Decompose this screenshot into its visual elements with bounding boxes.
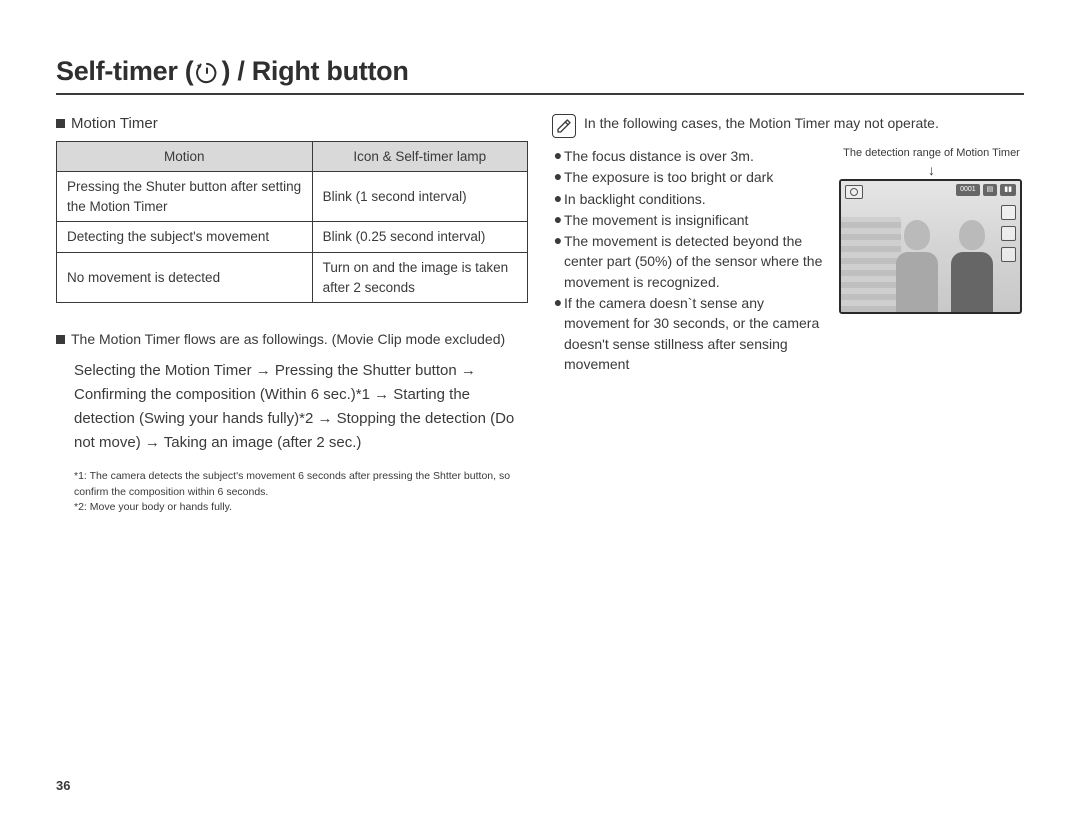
section-heading: Motion Timer [56, 113, 528, 135]
flow-heading: The Motion Timer flows are as followings… [56, 329, 528, 349]
bullet-dot-icon: ● [552, 189, 564, 209]
list-item: ●The focus distance is over 3m. [552, 146, 825, 166]
table-header: Icon & Self-timer lamp [312, 141, 527, 172]
motion-timer-table: Motion Icon & Self-timer lamp Pressing t… [56, 141, 528, 303]
footnotes: *1: The camera detects the subject's mov… [56, 469, 528, 515]
camera-mode-icon [845, 185, 863, 199]
title-part2: ) / Right button [221, 56, 408, 87]
figure-caption: The detection range of Motion Timer [839, 146, 1024, 160]
list-item: ●In backlight conditions. [552, 189, 825, 209]
list-item: ●If the camera doesn`t sense any movemen… [552, 293, 825, 374]
right-column: In the following cases, the Motion Timer… [552, 113, 1024, 375]
battery-icon: ▮▮ [1000, 184, 1016, 196]
bullet-dot-icon: ● [552, 146, 564, 166]
two-column-layout: Motion Timer Motion Icon & Self-timer la… [56, 113, 1024, 515]
table-header-row: Motion Icon & Self-timer lamp [57, 141, 528, 172]
lcd-side-icon [1001, 205, 1016, 220]
square-bullet-icon [56, 119, 65, 128]
note-heading: In the following cases, the Motion Timer… [552, 113, 1024, 138]
lcd-preview: 0001 ▤ ▮▮ [839, 179, 1022, 314]
footnote: *2: Move your body or hands fully. [74, 500, 528, 515]
title-part1: Self-timer ( [56, 56, 193, 87]
bullet-dot-icon: ● [552, 293, 564, 374]
lcd-person [896, 220, 938, 312]
lcd-top-overlay: 0001 ▤ ▮▮ [956, 184, 1016, 196]
list-item: ●The movement is insignificant [552, 210, 825, 230]
lcd-person [951, 220, 993, 312]
table-row: Pressing the Shuter button after setting… [57, 172, 528, 222]
table-cell: Blink (1 second interval) [312, 172, 527, 222]
left-column: Motion Timer Motion Icon & Self-timer la… [56, 113, 528, 515]
list-item: ●The movement is detected beyond the cen… [552, 231, 825, 292]
page-number: 36 [56, 778, 70, 793]
lcd-counter: 0001 [956, 184, 980, 196]
lcd-side-icon [1001, 247, 1016, 262]
note-body: ●The focus distance is over 3m. ●The exp… [552, 146, 1024, 375]
list-item-text: The movement is insignificant [564, 210, 748, 230]
lcd-right-overlay [1001, 205, 1016, 262]
section-heading-text: Motion Timer [71, 115, 158, 132]
bullet-dot-icon: ● [552, 231, 564, 292]
list-item-text: The exposure is too bright or dark [564, 167, 773, 187]
list-item-text: The focus distance is over 3m. [564, 146, 754, 166]
list-item-text: In backlight conditions. [564, 189, 706, 209]
lcd-building [841, 217, 901, 312]
bullet-dot-icon: ● [552, 167, 564, 187]
page-title: Self-timer ( ) / Right button [56, 56, 409, 87]
manual-page: Self-timer ( ) / Right button Motion Tim… [0, 0, 1080, 815]
list-item-text: If the camera doesn`t sense any movement… [564, 293, 825, 374]
list-item: ●The exposure is too bright or dark [552, 167, 825, 187]
arrow-down-icon: ↓ [839, 166, 1024, 174]
page-title-row: Self-timer ( ) / Right button [56, 56, 1024, 95]
table-row: No movement is detected Turn on and the … [57, 253, 528, 303]
quality-icon: ▤ [983, 184, 998, 196]
table-row: Detecting the subject's movement Blink (… [57, 222, 528, 253]
table-cell: Turn on and the image is taken after 2 s… [312, 253, 527, 303]
list-item-text: The movement is detected beyond the cent… [564, 231, 825, 292]
self-timer-icon [196, 62, 218, 84]
table-cell: Pressing the Shuter button after setting… [57, 172, 313, 222]
square-bullet-icon [56, 335, 65, 344]
table-cell: Detecting the subject's movement [57, 222, 313, 253]
figure: The detection range of Motion Timer ↓ [839, 146, 1024, 314]
table-header: Motion [57, 141, 313, 172]
flow-heading-text: The Motion Timer flows are as followings… [71, 331, 505, 347]
note-lead-text: In the following cases, the Motion Timer… [584, 113, 939, 133]
table-cell: No movement is detected [57, 253, 313, 303]
bullet-dot-icon: ● [552, 210, 564, 230]
bullet-list: ●The focus distance is over 3m. ●The exp… [552, 146, 825, 375]
table-cell: Blink (0.25 second interval) [312, 222, 527, 253]
lcd-side-icon [1001, 226, 1016, 241]
flow-body: Selecting the Motion Timer → Pressing th… [56, 359, 528, 455]
footnote: *1: The camera detects the subject's mov… [74, 469, 528, 499]
note-icon [552, 114, 576, 138]
